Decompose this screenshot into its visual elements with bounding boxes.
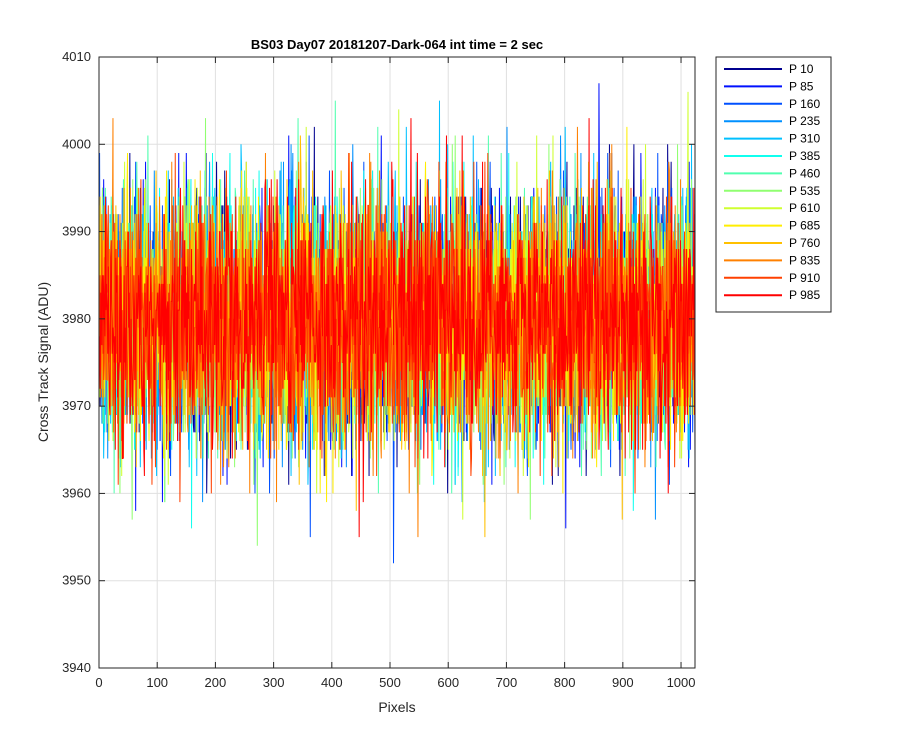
x-tick-label: 600 [437,675,459,690]
y-tick-label: 3950 [62,573,91,588]
legend-label: P 910 [789,271,820,285]
legend-label: P 685 [789,219,820,233]
x-tick-label: 1000 [667,675,696,690]
x-tick-label: 700 [496,675,518,690]
y-tick-label: 3990 [62,224,91,239]
y-tick-label: 3980 [62,311,91,326]
y-tick-label: 4010 [62,49,91,64]
legend-label: P 610 [789,201,820,215]
legend-label: P 85 [789,79,814,93]
legend-label: P 160 [789,97,820,111]
x-tick-label: 800 [554,675,576,690]
x-axis-label: Pixels [378,699,415,715]
legend-label: P 310 [789,132,820,146]
x-tick-label: 0 [95,675,102,690]
legend-label: P 10 [789,62,814,76]
x-tick-label: 500 [379,675,401,690]
legend-label: P 385 [789,149,820,163]
x-tick-label: 400 [321,675,343,690]
legend-label: P 460 [789,166,820,180]
y-tick-label: 3960 [62,485,91,500]
y-tick-label: 3940 [62,660,91,675]
x-tick-label: 200 [205,675,227,690]
y-tick-label: 4000 [62,136,91,151]
chart-title: BS03 Day07 20181207-Dark-064 int time = … [251,37,543,52]
y-tick-label: 3970 [62,398,91,413]
x-tick-label: 900 [612,675,634,690]
x-tick-label: 300 [263,675,285,690]
legend-label: P 985 [789,288,820,302]
legend: P 10 P 85 P 160 P 235 P 310 P 385 P 460 P 535 P … [716,57,831,312]
legend-label: P 760 [789,236,820,250]
legend-label: P 835 [789,253,820,267]
legend-label: P 535 [789,184,820,198]
x-tick-label: 100 [146,675,168,690]
y-axis-label: Cross Track Signal (ADU) [35,282,51,442]
legend-label: P 235 [789,114,820,128]
